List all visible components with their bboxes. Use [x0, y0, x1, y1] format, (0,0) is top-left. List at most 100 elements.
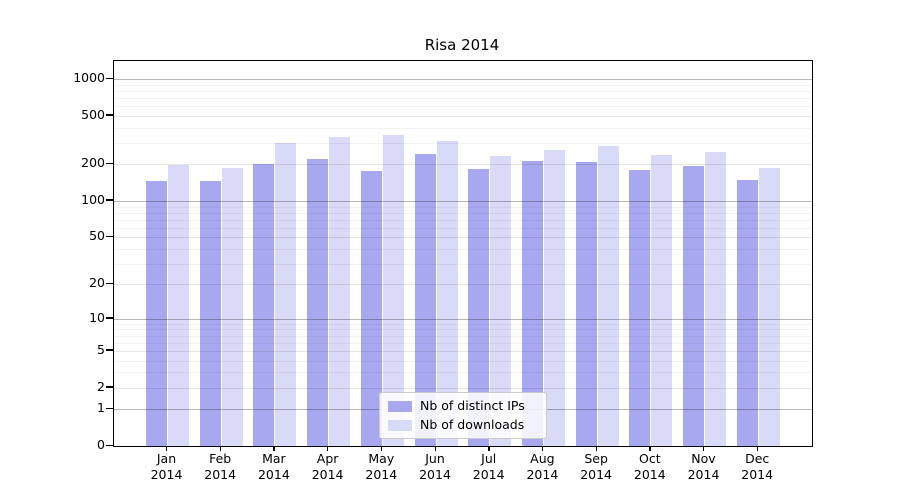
bar-downloads-may	[382, 134, 404, 446]
y-tick-mark-20	[106, 282, 113, 285]
bar-downloads-jun	[436, 141, 458, 446]
y-tick-label-50: 50	[89, 228, 105, 244]
gridline-y-5	[114, 350, 812, 352]
gridline-y-6	[114, 342, 812, 344]
y-tick-label-0: 0	[97, 437, 105, 452]
x-tick-mark-aug	[541, 446, 544, 451]
y-tick-mark-100	[106, 199, 113, 201]
x-tick-label-sep: Sep 2014	[580, 451, 612, 482]
gridline-y-30	[114, 263, 812, 265]
gridline-y-100	[114, 200, 812, 202]
gridline-y-60	[114, 227, 812, 229]
bar-distinct-ips-apr	[307, 159, 329, 446]
bar-downloads-oct	[651, 155, 673, 446]
legend-swatch-distinct-ips	[388, 400, 412, 412]
x-tick-label-jun: Jun 2014	[419, 451, 451, 482]
x-tick-label-oct: Oct 2014	[633, 451, 666, 482]
gridline-y-80	[114, 212, 812, 214]
gridline-y-500	[114, 115, 812, 117]
x-tick-mark-feb	[219, 446, 222, 451]
gridline-y-9	[114, 323, 812, 325]
bar-downloads-jan	[168, 165, 189, 446]
chart-title: Risa 2014	[424, 36, 500, 54]
y-tick-label-5: 5	[97, 341, 105, 357]
gridline-y-7	[114, 335, 812, 337]
y-tick-mark-500	[106, 114, 113, 116]
bar-distinct-ips-dec	[736, 179, 758, 446]
gridline-y-40	[114, 248, 812, 250]
y-tick-mark-5	[106, 349, 113, 351]
x-tick-mark-jan	[166, 446, 168, 451]
bar-distinct-ips-nov	[683, 166, 704, 446]
x-tick-label-jan: Jan 2014	[150, 451, 183, 482]
x-tick-mark-nov	[703, 446, 705, 451]
bar-downloads-sep	[597, 145, 619, 446]
gridline-y-400	[114, 127, 812, 129]
x-tick-mark-jun	[434, 446, 436, 451]
x-tick-mark-apr	[327, 446, 329, 451]
legend-item-distinct-ips: Nb of distinct IPs	[388, 399, 538, 413]
x-tick-mark-may	[380, 446, 383, 451]
x-tick-label-aug: Aug 2014	[526, 451, 559, 482]
x-tick-mark-sep	[595, 446, 597, 451]
gridline-y-800	[114, 91, 812, 92]
legend: Nb of distinct IPs Nb of downloads	[379, 392, 547, 439]
x-tick-label-dec: Dec 2014	[741, 451, 774, 482]
legend-swatch-downloads	[388, 419, 412, 431]
bar-distinct-ips-feb	[199, 181, 221, 446]
x-tick-label-nov: Nov 2014	[687, 451, 720, 482]
x-tick-mark-dec	[756, 446, 759, 451]
x-tick-label-may: May 2014	[365, 451, 398, 482]
bar-distinct-ips-sep	[575, 161, 597, 446]
bar-downloads-nov	[705, 151, 726, 446]
gridline-y-10	[114, 318, 812, 320]
legend-item-downloads: Nb of downloads	[388, 418, 538, 432]
y-tick-label-500: 500	[81, 106, 105, 122]
y-tick-mark-1	[106, 407, 113, 410]
gridline-y-70	[114, 219, 812, 221]
gridline-y-1000	[114, 79, 812, 81]
x-tick-mark-mar	[273, 446, 275, 451]
gridline-y-8	[114, 329, 812, 331]
y-tick-label-1: 1	[97, 400, 105, 416]
gridline-y-300	[114, 143, 812, 144]
y-tick-label-1000: 1000	[73, 70, 105, 86]
bar-distinct-ips-jul	[468, 169, 490, 446]
gridline-y-90	[114, 206, 812, 208]
bar-distinct-ips-jun	[414, 154, 436, 446]
bar-distinct-ips-may	[360, 170, 382, 446]
gridline-y-20	[114, 284, 812, 286]
gridline-y-2	[114, 387, 812, 389]
legend-label-distinct-ips: Nb of distinct IPs	[420, 398, 525, 413]
gridline-y-4	[114, 360, 812, 362]
gridline-y-600	[114, 106, 812, 108]
y-tick-label-10: 10	[89, 309, 105, 325]
bar-distinct-ips-mar	[253, 164, 275, 446]
x-tick-label-mar: Mar 2014	[257, 451, 290, 482]
y-tick-mark-2	[106, 386, 113, 388]
x-tick-mark-jul	[488, 446, 490, 451]
gridline-y-3	[114, 372, 812, 374]
y-tick-mark-200	[106, 162, 113, 165]
gridline-y-700	[114, 98, 812, 100]
x-tick-label-apr: Apr 2014	[311, 451, 344, 482]
bar-downloads-dec	[758, 167, 780, 446]
plot-area	[113, 60, 813, 447]
bar-downloads-feb	[221, 167, 243, 446]
y-tick-label-100: 100	[81, 191, 105, 207]
x-tick-label-feb: Feb 2014	[204, 451, 237, 482]
y-tick-label-200: 200	[81, 155, 105, 171]
y-tick-label-2: 2	[97, 378, 105, 394]
y-tick-mark-1000	[106, 77, 113, 80]
bar-distinct-ips-oct	[629, 170, 651, 446]
y-tick-label-20: 20	[89, 275, 105, 291]
bar-downloads-aug	[543, 150, 565, 446]
x-tick-mark-oct	[649, 446, 651, 451]
bar-downloads-jul	[490, 155, 512, 446]
bar-distinct-ips-jan	[146, 181, 167, 446]
bar-distinct-ips-aug	[521, 161, 543, 446]
bar-downloads-apr	[329, 136, 351, 446]
bar-downloads-mar	[275, 143, 297, 446]
y-tick-mark-10	[106, 317, 113, 319]
